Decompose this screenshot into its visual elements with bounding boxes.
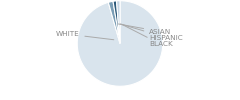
Text: BLACK: BLACK	[122, 24, 173, 47]
Wedge shape	[116, 1, 120, 44]
Wedge shape	[77, 1, 163, 86]
Wedge shape	[113, 1, 120, 44]
Text: ASIAN: ASIAN	[118, 24, 171, 34]
Text: HISPANIC: HISPANIC	[120, 24, 183, 40]
Text: WHITE: WHITE	[56, 31, 114, 40]
Wedge shape	[108, 1, 120, 43]
